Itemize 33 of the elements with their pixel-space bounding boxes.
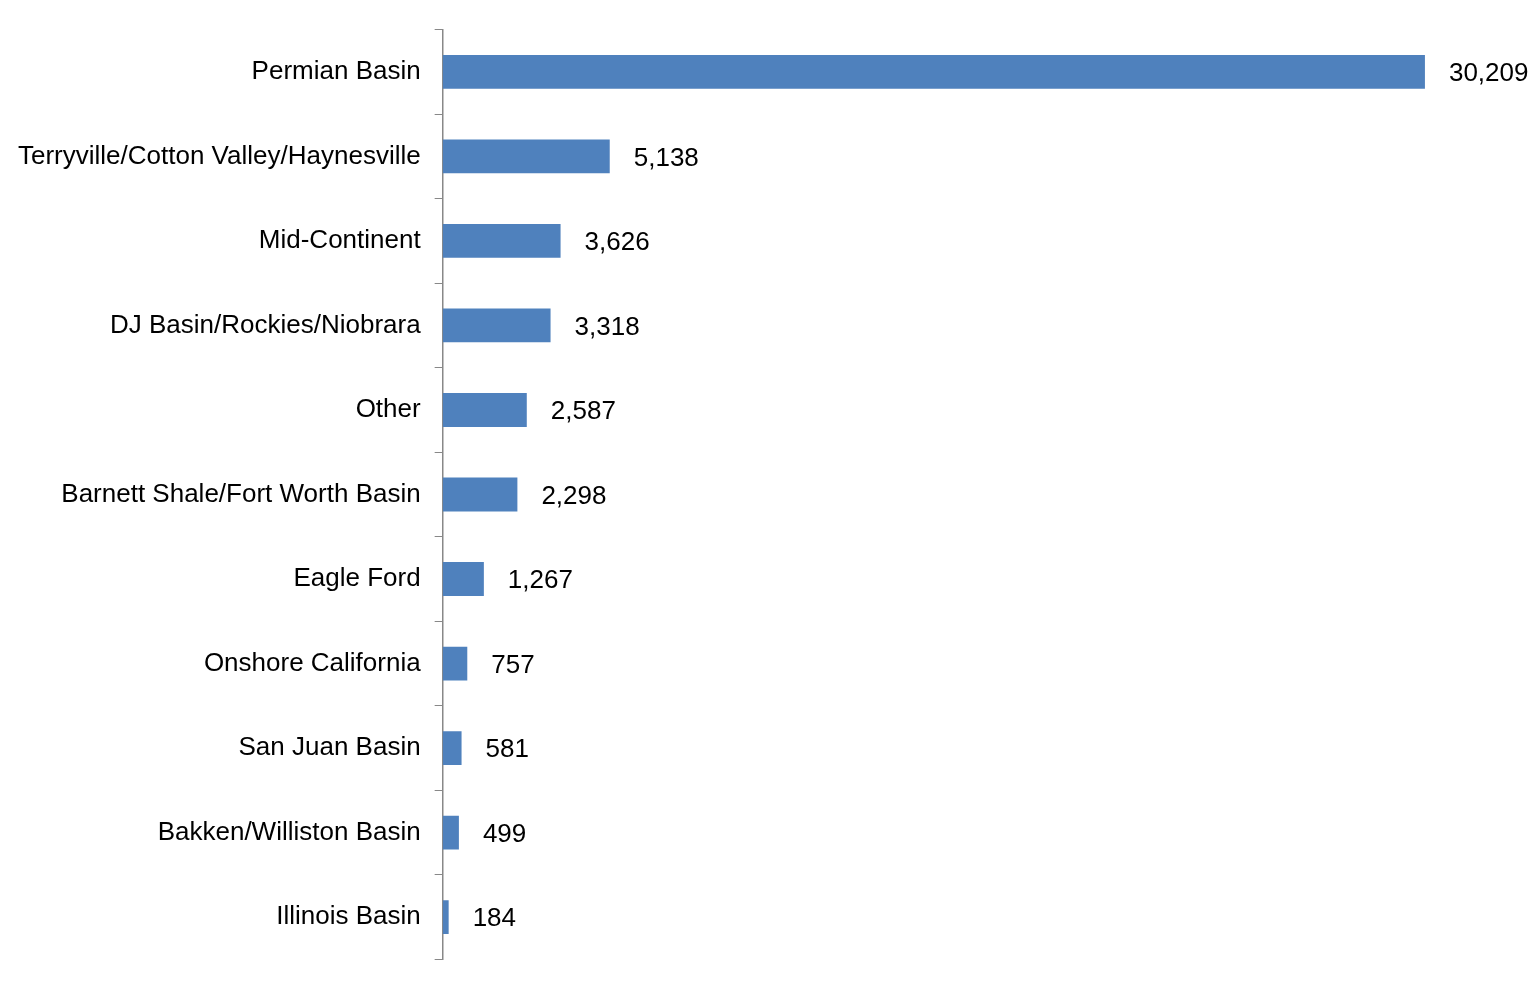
data-label: 2,587 [550, 395, 616, 426]
data-label: 757 [491, 648, 535, 679]
data-label: 581 [485, 733, 529, 764]
data-label: 499 [482, 817, 527, 848]
bar [442, 900, 449, 935]
data-label: 184 [472, 902, 517, 933]
y-tick-label: Eagle Ford [293, 562, 421, 593]
bar [442, 54, 1425, 89]
y-tick-label: DJ Basin/Rockies/Niobrara [110, 308, 422, 339]
y-tick-label: Barnett Shale/Fort Worth Basin [61, 477, 421, 508]
y-tick-label: San Juan Basin [238, 731, 421, 762]
bar [442, 562, 484, 596]
bar [442, 139, 610, 174]
y-tick-label: Terryville/Cotton Valley/Haynesville [18, 139, 421, 170]
data-label: 30,209 [1448, 57, 1529, 88]
bar [442, 308, 551, 343]
bar [442, 815, 459, 850]
bar [442, 646, 468, 681]
data-label: 3,626 [584, 226, 650, 257]
y-tick-label: Other [355, 393, 422, 424]
bar [442, 731, 462, 765]
y-tick-label: Permian Basin [251, 55, 421, 86]
bar [442, 477, 518, 512]
data-label: 3,318 [574, 310, 640, 341]
y-tick-label: Onshore California [203, 646, 422, 677]
y-tick-label: Mid-Continent [258, 224, 422, 255]
y-tick-label: Bakken/Williston Basin [157, 815, 421, 846]
bar [442, 224, 561, 258]
data-label: 1,267 [507, 564, 573, 595]
data-label: 2,298 [541, 479, 607, 510]
y-tick-label: Illinois Basin [276, 900, 421, 931]
data-label: 5,138 [633, 141, 699, 172]
bar [442, 393, 527, 427]
